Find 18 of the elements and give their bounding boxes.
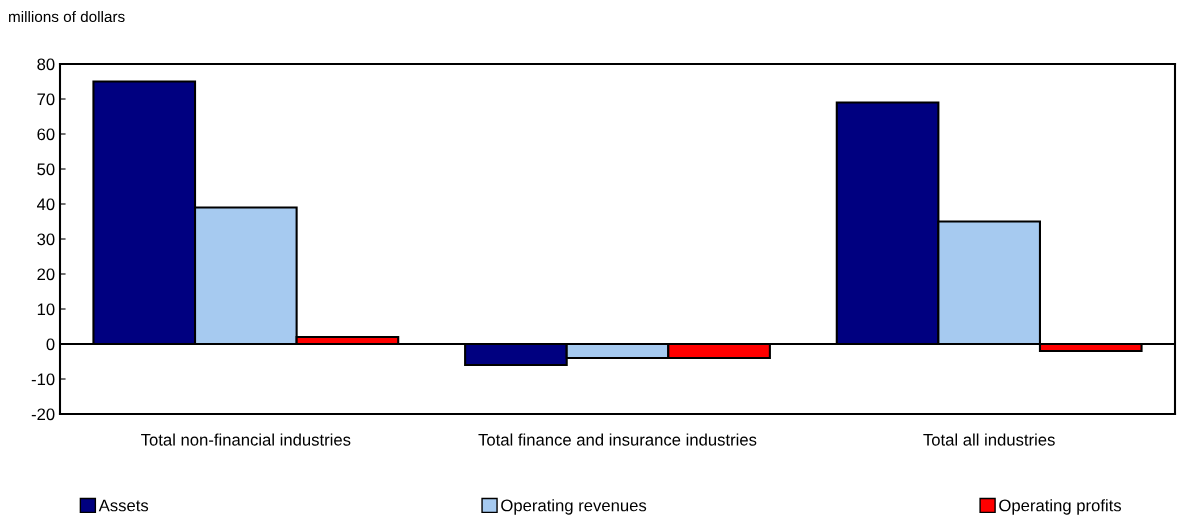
y-tick-label: 0 [46,338,55,351]
y-tick-label: 30 [37,233,55,246]
x-tick-label: Total all industries [923,433,1055,446]
y-tick-label: 10 [37,303,55,316]
y-tick-label: 50 [37,163,55,176]
y-tick-label: 70 [37,93,55,106]
y-tick-label: -10 [31,373,55,386]
y-tick-label: 80 [37,58,55,71]
legend-label: Assets [98,499,149,512]
x-tick-label: Total non-financial industries [141,433,351,446]
y-axis-title: millions of dollars [9,10,125,23]
legend-label: Operating profits [999,499,1122,515]
x-tick-label: Total finance and insurance industries [478,433,757,446]
y-tick-label: 60 [37,128,55,141]
y-tick-label: -20 [31,408,55,421]
y-tick-label: 40 [36,198,55,211]
legend-label: Operating revenues [501,499,647,515]
y-tick-label: 20 [37,268,55,281]
